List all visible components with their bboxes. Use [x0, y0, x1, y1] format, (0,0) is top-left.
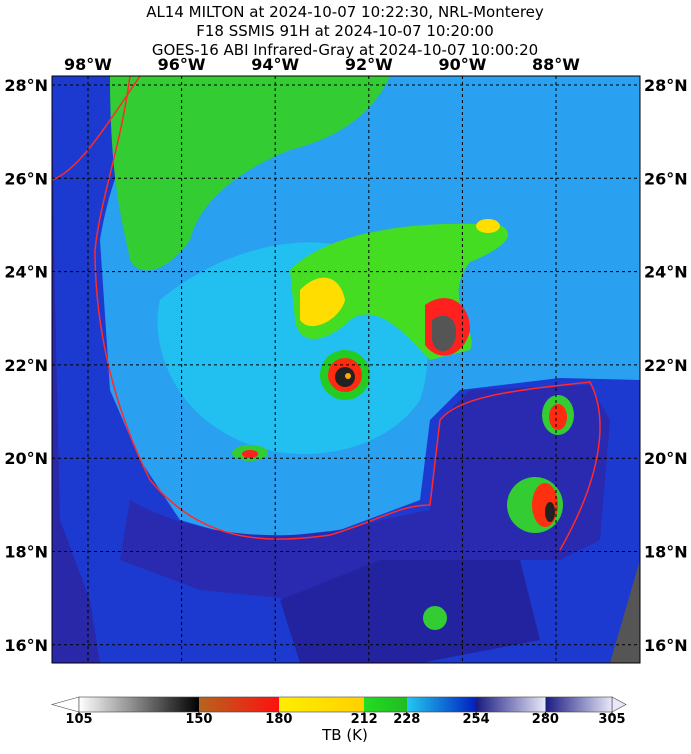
lat-label: 28°N — [4, 76, 48, 95]
colorbar-tick-label: 212 — [351, 712, 378, 727]
lat-label: 24°N — [4, 263, 48, 282]
colorbar-tick-label: 254 — [463, 712, 490, 727]
lat-label: 28°N — [644, 76, 688, 95]
lon-label: 88°W — [532, 55, 580, 74]
lat-label: 26°N — [644, 169, 688, 188]
title-line: GOES-16 ABI Infrared-Gray at 2024-10-07 … — [152, 41, 538, 59]
lat-label: 16°N — [4, 636, 48, 655]
colorbar-tick-label: 105 — [65, 712, 92, 727]
lon-label: 96°W — [158, 55, 206, 74]
lon-label: 94°W — [251, 55, 299, 74]
map-image — [52, 76, 640, 663]
colorbar-extend — [611, 696, 627, 713]
title-line: F18 SSMIS 91H at 2024-10-07 10:20:00 — [196, 22, 493, 40]
colorbar-body — [78, 696, 613, 713]
colorbar-tick-label: 228 — [393, 712, 420, 727]
lat-label: 24°N — [644, 263, 688, 282]
lat-label: 22°N — [644, 356, 688, 375]
lat-label: 20°N — [644, 449, 688, 468]
lat-label: 18°N — [644, 543, 688, 562]
lat-label: 20°N — [4, 449, 48, 468]
colorbar: 105 150 180 212 228 254 280 305 — [50, 696, 627, 727]
colorbar-tick-label: 280 — [532, 712, 559, 727]
colorbar-tick-label: 305 — [598, 712, 625, 727]
lon-label: 98°W — [64, 55, 112, 74]
lon-label: 92°W — [345, 55, 393, 74]
lon-label: 90°W — [438, 55, 486, 74]
lat-label: 18°N — [4, 543, 48, 562]
lat-label: 26°N — [4, 169, 48, 188]
colorbar-extend — [50, 696, 80, 713]
colorbar-tick-label: 150 — [185, 712, 212, 727]
title-line: AL14 MILTON at 2024-10-07 10:22:30, NRL-… — [146, 3, 544, 21]
colorbar-label: TB (K) — [321, 726, 368, 744]
lat-label: 22°N — [4, 356, 48, 375]
colorbar-tick-label: 180 — [265, 712, 292, 727]
lat-label: 16°N — [644, 636, 688, 655]
